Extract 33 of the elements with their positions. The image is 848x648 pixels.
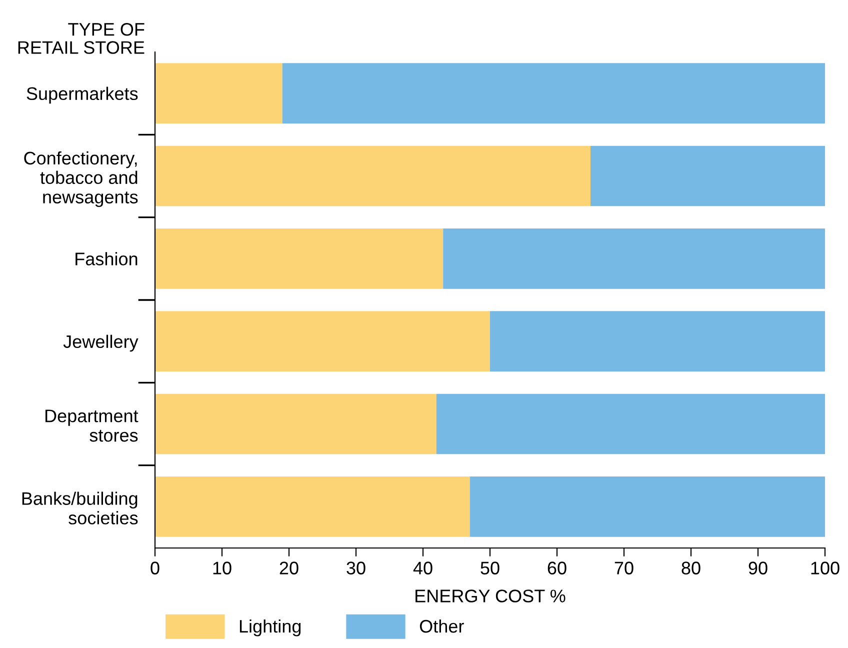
x-tick-label: 40 [413,562,432,574]
bar [155,476,470,537]
x-tick-label: 30 [346,562,366,574]
y-tick-label: Department stores [45,410,138,442]
bar [155,63,282,124]
y-tick-label: Supermarkets [26,86,138,104]
legend-label: Lighting [240,619,301,636]
bar [155,394,436,454]
bar [590,146,825,206]
y-tick-label: Jewellery [63,334,138,352]
bar [470,476,825,537]
bar [282,63,825,124]
x-tick-label: 70 [614,562,634,574]
x-tick-label: 0 [150,562,160,574]
bar [155,146,590,206]
y-tick-label: Confectionery, tobacco and newsagents [24,151,138,208]
x-tick-label: 50 [480,562,500,574]
legend-label: Other [420,619,464,633]
x-tick-label: 60 [548,562,566,574]
bar [155,228,444,289]
y-tick-label: Fashion [76,252,138,266]
bar [436,394,825,454]
y-tick-label: Banks/building societies [22,492,138,524]
x-tick-label: 80 [682,562,700,574]
x-axis-title: ENERGY COST % [416,590,566,602]
x-tick-label: 90 [748,562,768,574]
bar [155,311,490,372]
x-tick-label: 100 [811,562,840,574]
x-tick-label: 10 [213,562,232,574]
bar [490,311,825,372]
y-axis-title: TYPE OF RETAIL STORE [18,22,144,54]
x-tick-label: 20 [280,562,298,574]
bar [443,228,825,289]
